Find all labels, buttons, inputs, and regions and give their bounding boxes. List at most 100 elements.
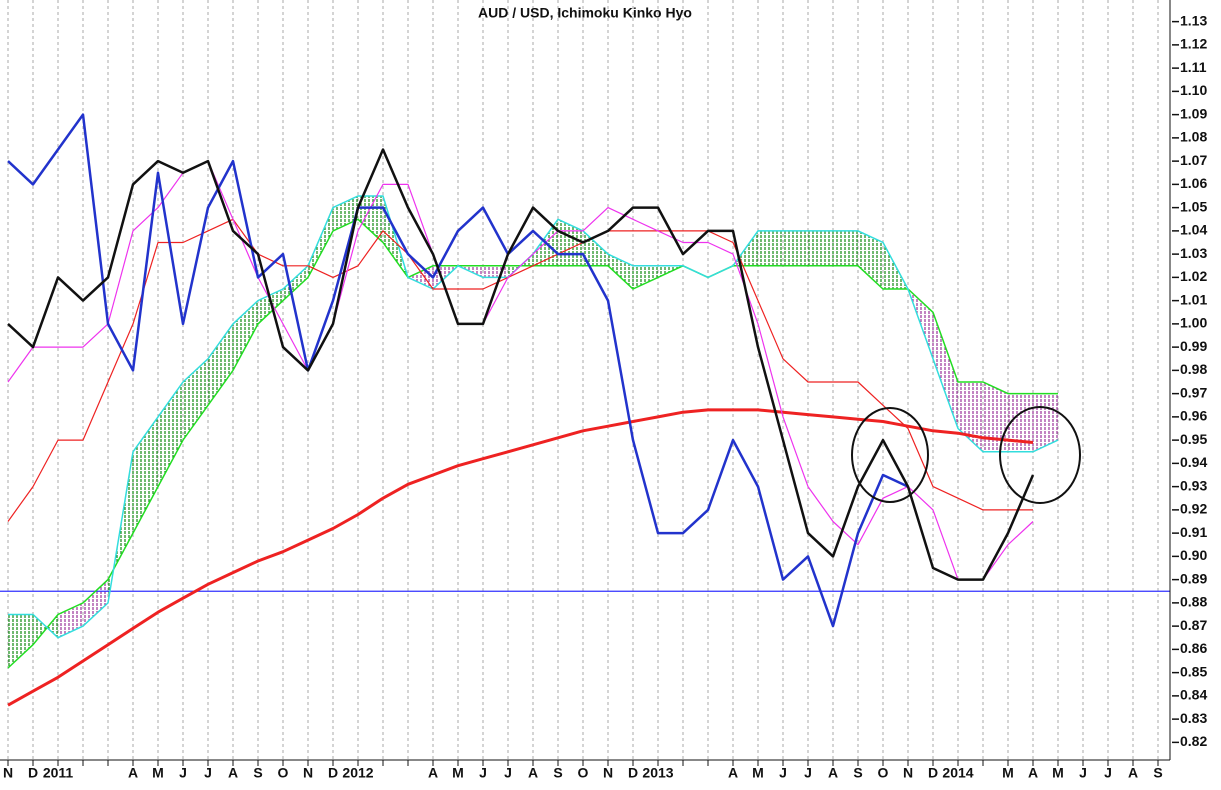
series-line: [7, 218, 1033, 522]
x-tick-label: M: [152, 765, 164, 781]
y-tick-label: 1.01: [1180, 291, 1207, 307]
x-tick-label: J: [179, 765, 187, 781]
cloud-segment: [83, 579, 108, 627]
x-tick-label: J: [1079, 765, 1087, 781]
x-tick-label: O: [578, 765, 589, 781]
x-tick-label: A: [528, 765, 538, 781]
y-tick-label: 0.93: [1180, 477, 1207, 493]
cloud-segment: [158, 382, 183, 487]
cloud-segment: [233, 300, 258, 371]
x-tick-label: 2011: [43, 765, 74, 781]
x-tick-label: S: [853, 765, 862, 781]
series-line: [7, 113, 909, 628]
cloud-segment: [958, 382, 983, 452]
annotation-circle: [851, 407, 929, 503]
x-tick-label: 2013: [642, 765, 673, 781]
axes: 0.82 0.83 0.84 0.85 0.86 0.87 0.88 0.89 0.90 0.91…: [0, 0, 1207, 781]
y-tick-label: 0.89: [1180, 570, 1207, 586]
x-tick-label: N: [303, 765, 313, 781]
x-tick-label: A: [1028, 765, 1038, 781]
x-tick-label: A: [828, 765, 838, 781]
x-tick-label: D: [28, 765, 38, 781]
x-tick-label: J: [504, 765, 512, 781]
cloud-segment: [758, 230, 783, 266]
x-tick-label: J: [1104, 765, 1112, 781]
x-tick-label: M: [1002, 765, 1014, 781]
grid: [7, 0, 1159, 760]
y-tick-label: 1.05: [1180, 198, 1207, 214]
x-tick-label: 2012: [342, 765, 373, 781]
x-tick-label: A: [728, 765, 738, 781]
cloud-segment: [1033, 393, 1058, 452]
y-tick-label: 1.00: [1180, 315, 1207, 331]
series-line: [7, 408, 1034, 707]
series-line: [7, 160, 1034, 581]
y-tick-label: 1.06: [1180, 175, 1207, 191]
y-tick-label: 0.94: [1180, 454, 1207, 470]
y-tick-label: 0.91: [1180, 524, 1207, 540]
x-tick-label: A: [428, 765, 438, 781]
x-tick-label: M: [1052, 765, 1064, 781]
x-tick-label: J: [479, 765, 487, 781]
y-tick-label: 0.95: [1180, 431, 1207, 447]
y-tick-label: 0.97: [1180, 384, 1207, 400]
y-tick-label: 0.98: [1180, 361, 1207, 377]
x-tick-label: S: [1153, 765, 1162, 781]
x-tick-label: D: [928, 765, 938, 781]
lines: [0, 113, 1170, 707]
cloud-segment: [308, 207, 333, 278]
cloud-segment: [983, 382, 1008, 452]
x-tick-label: N: [3, 765, 13, 781]
cloud-segment: [208, 323, 233, 406]
y-tick-label: 1.04: [1180, 222, 1207, 238]
x-tick-label: 2014: [942, 765, 973, 781]
y-tick-label: 1.13: [1180, 12, 1207, 28]
y-tick-label: 1.08: [1180, 129, 1207, 145]
y-tick-label: 1.11: [1180, 59, 1207, 75]
cloud-segment: [183, 358, 208, 441]
cloud-segment: [808, 230, 833, 266]
y-tick-label: 0.87: [1180, 617, 1207, 633]
cloud-segment: [133, 416, 158, 534]
x-tick-label: J: [204, 765, 212, 781]
x-tick-label: D: [328, 765, 338, 781]
cloud-segment: [408, 265, 433, 289]
x-tick-label: O: [278, 765, 289, 781]
cloud-segment: [783, 230, 808, 266]
y-tick-label: 0.86: [1180, 640, 1207, 656]
x-tick-label: A: [228, 765, 238, 781]
y-tick-label: 0.83: [1180, 710, 1207, 726]
y-tick-label: 0.85: [1180, 663, 1207, 679]
chart-title: AUD / USD, Ichimoku Kinko Hyo: [478, 5, 692, 21]
y-tick-label: 1.10: [1180, 82, 1207, 98]
x-tick-label: D: [628, 765, 638, 781]
y-tick-label: 1.02: [1180, 268, 1207, 284]
annotation-circle: [999, 406, 1081, 504]
y-tick-label: 0.84: [1180, 687, 1207, 703]
cloud-segment: [8, 614, 33, 668]
x-tick-label: A: [128, 765, 138, 781]
y-tick-label: 1.03: [1180, 245, 1207, 261]
y-tick-label: 0.90: [1180, 547, 1207, 563]
x-tick-label: N: [903, 765, 913, 781]
x-tick-label: A: [1128, 765, 1138, 781]
x-tick-label: J: [779, 765, 787, 781]
cloud-segment: [558, 219, 583, 266]
cloud-segment: [858, 230, 883, 289]
x-tick-label: J: [804, 765, 812, 781]
x-tick-label: O: [878, 765, 889, 781]
y-tick-label: 0.82: [1180, 733, 1207, 749]
y-tick-label: 0.88: [1180, 594, 1207, 610]
x-tick-label: M: [752, 765, 764, 781]
y-tick-label: 1.07: [1180, 152, 1207, 168]
y-tick-label: 0.99: [1180, 338, 1207, 354]
y-tick-label: 1.09: [1180, 105, 1207, 121]
cloud-segment: [283, 265, 308, 301]
cloud-segment: [633, 265, 658, 289]
cloud-segment: [933, 312, 958, 429]
x-tick-label: M: [452, 765, 464, 781]
cloud-segment: [833, 230, 858, 266]
x-tick-label: S: [253, 765, 262, 781]
